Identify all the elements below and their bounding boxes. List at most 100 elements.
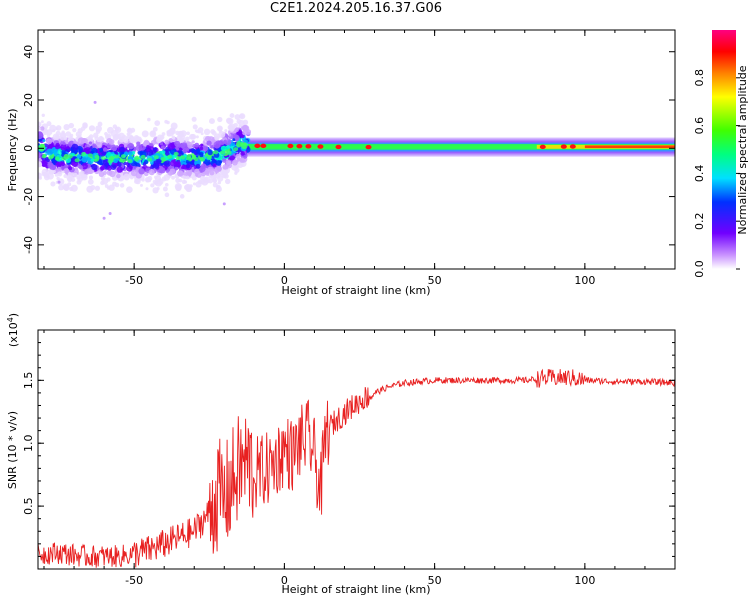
spectral-sample	[119, 183, 125, 188]
spectral-sample	[123, 161, 128, 166]
spectral-clump	[94, 154, 100, 159]
spectral-clump	[213, 150, 219, 155]
spectral-sample	[98, 171, 105, 178]
spectral-sample	[169, 128, 176, 135]
spectral-sample	[52, 129, 56, 133]
spectral-sample	[78, 165, 84, 170]
spectral-sample	[63, 168, 69, 174]
spectral-hotspot	[260, 143, 267, 149]
spectral-sample	[154, 120, 161, 126]
spectral-clump	[233, 147, 239, 152]
snr-x-axis-label: Height of straight line (km)	[281, 583, 430, 596]
spectral-hotspot	[317, 144, 324, 149]
spectral-sample	[199, 146, 204, 151]
snr-y-tick-label: 0.5	[22, 497, 35, 514]
spectral-clump	[127, 158, 133, 163]
spectral-sample	[139, 183, 143, 187]
spectral-sample	[242, 138, 246, 142]
spectral-sample	[182, 148, 188, 154]
spectral-sample	[155, 179, 163, 187]
spectral-sample	[186, 131, 190, 136]
spectral-sample	[141, 130, 149, 138]
spectral-hotspot	[305, 144, 312, 149]
spectral-sample	[179, 137, 185, 143]
spectral-sample	[189, 133, 195, 140]
spectral-sample	[177, 143, 182, 148]
snr-y-axis-label: SNR (10 * v/v)	[6, 411, 19, 489]
spectral-sample	[61, 130, 65, 135]
spectral-sample	[68, 122, 75, 129]
spectral-sample	[235, 141, 243, 148]
spectral-sample	[71, 143, 79, 151]
spectral-sample	[209, 144, 214, 149]
snr-x-tick-label: 100	[574, 574, 595, 587]
spectral-sample	[146, 145, 150, 149]
spectral-clump	[226, 150, 232, 155]
spectral-sample	[173, 162, 179, 168]
spectral-clump	[107, 159, 113, 164]
spectral-sample	[93, 132, 99, 138]
spectral-sample	[234, 128, 239, 133]
spectral-sample	[227, 160, 232, 165]
spectrogram-y-tick-label: 20	[22, 93, 35, 107]
snr-x-tick-label: 50	[428, 574, 442, 587]
spectral-sample	[38, 163, 42, 167]
spectral-sample	[130, 169, 138, 177]
spectral-sample	[220, 145, 227, 152]
spectral-sample	[102, 170, 107, 176]
spectral-sample	[138, 167, 145, 175]
spectral-sample	[38, 131, 44, 140]
spectral-clump	[180, 155, 186, 160]
spectral-clump	[67, 154, 73, 159]
snr-series-line	[38, 368, 675, 568]
spectral-sample	[90, 158, 95, 162]
spectral-sample	[95, 129, 101, 134]
spectral-sample	[42, 139, 46, 143]
spectral-sample	[96, 138, 101, 143]
spectral-sample	[80, 126, 86, 131]
spectral-clump	[193, 156, 199, 161]
spectral-sample	[238, 119, 245, 127]
spectral-sample	[165, 183, 169, 187]
spectral-outlier	[102, 216, 106, 220]
spectral-clump	[134, 157, 140, 162]
spectral-sample	[215, 159, 222, 166]
spectrogram-x-tick-label: 100	[574, 274, 595, 287]
spectral-sample	[83, 138, 88, 144]
spectral-sample	[178, 170, 183, 175]
spectral-sample	[73, 140, 77, 144]
spectral-sample	[169, 168, 176, 175]
spectral-sample	[109, 170, 116, 178]
spectral-sample	[129, 137, 136, 144]
spectral-sample	[148, 169, 155, 176]
spectral-sample	[129, 175, 134, 180]
spectral-sample	[178, 131, 183, 136]
spectral-sample	[108, 184, 115, 191]
spectral-sample	[63, 174, 68, 179]
spectral-sample	[152, 126, 158, 132]
spectral-outlier	[108, 211, 112, 215]
spectral-sample	[186, 141, 193, 149]
spectral-hotspot	[569, 144, 576, 149]
colorbar-tick-label: 0.6	[693, 117, 706, 135]
spectral-sample	[90, 185, 96, 191]
spectral-sample	[123, 138, 129, 144]
spectral-sample	[203, 177, 209, 183]
spectral-sample	[91, 164, 98, 171]
spectral-sample	[152, 187, 159, 194]
spectral-sample	[175, 178, 181, 183]
spectral-hotspot	[254, 143, 261, 149]
spectral-sample	[206, 140, 212, 146]
spectral-sample	[88, 175, 93, 180]
spectral-sample	[139, 151, 144, 155]
snr-axes: -50 0 50 100 0.5 1.0 1.5	[22, 330, 676, 587]
spectral-sample	[195, 181, 202, 188]
spectral-sample	[104, 184, 109, 188]
spectral-sample	[46, 138, 53, 145]
spectral-sample	[46, 129, 53, 136]
spectral-sample	[239, 157, 245, 163]
spectral-sample	[164, 139, 169, 145]
spectral-clump	[54, 156, 60, 161]
spectral-sample	[128, 151, 133, 156]
spectral-sample	[65, 131, 72, 137]
